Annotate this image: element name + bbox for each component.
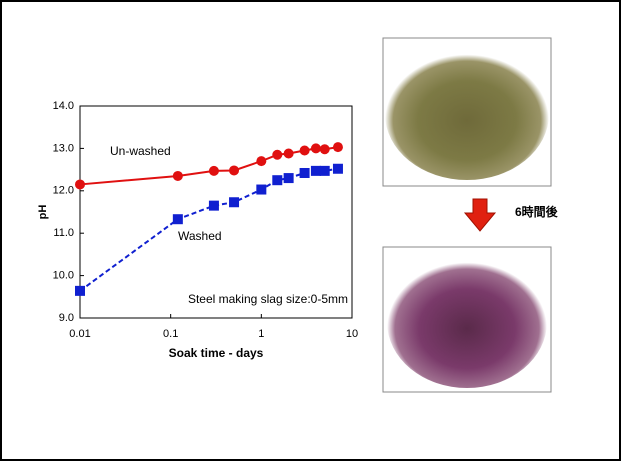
- slide: pH Soak time - days Steel making slag si…: [0, 0, 621, 461]
- marker: [300, 146, 310, 156]
- marker: [284, 148, 294, 158]
- y-tick-label: 13.0: [53, 142, 74, 154]
- x-tick-label: 1: [258, 328, 264, 340]
- y-tick-label: 14.0: [53, 100, 74, 112]
- marker: [272, 150, 282, 160]
- x-tick-label: 10: [346, 328, 358, 340]
- marker: [229, 197, 239, 207]
- marker: [75, 179, 85, 189]
- x-tick-label: 0.01: [69, 328, 90, 340]
- marker: [300, 168, 310, 178]
- x-axis-title: Soak time - days: [169, 346, 264, 360]
- marker: [229, 165, 239, 175]
- marker: [209, 166, 219, 176]
- marker: [75, 286, 85, 296]
- y-tick-label: 11.0: [53, 227, 74, 239]
- series-label: Un-washed: [110, 144, 171, 158]
- marker: [272, 175, 282, 185]
- marker: [311, 143, 321, 153]
- y-tick-label: 9.0: [59, 312, 74, 324]
- marker: [256, 185, 266, 195]
- marker: [173, 214, 183, 224]
- annotation: Steel making slag size:0-5mm: [188, 292, 348, 306]
- marker: [320, 166, 330, 176]
- y-tick-label: 12.0: [53, 185, 74, 197]
- marker: [320, 144, 330, 154]
- marker: [173, 171, 183, 181]
- marker: [256, 156, 266, 166]
- marker: [284, 173, 294, 183]
- series-label: Washed: [178, 229, 222, 243]
- marker: [311, 166, 321, 176]
- marker: [333, 164, 343, 174]
- x-tick-label: 0.1: [163, 328, 178, 340]
- slag-before: [385, 48, 549, 180]
- marker: [333, 142, 343, 152]
- y-tick-label: 10.0: [53, 270, 74, 282]
- marker: [209, 201, 219, 211]
- annotation: 6時間後: [515, 204, 559, 219]
- slag-after: [387, 256, 547, 388]
- y-axis-title: pH: [37, 205, 49, 220]
